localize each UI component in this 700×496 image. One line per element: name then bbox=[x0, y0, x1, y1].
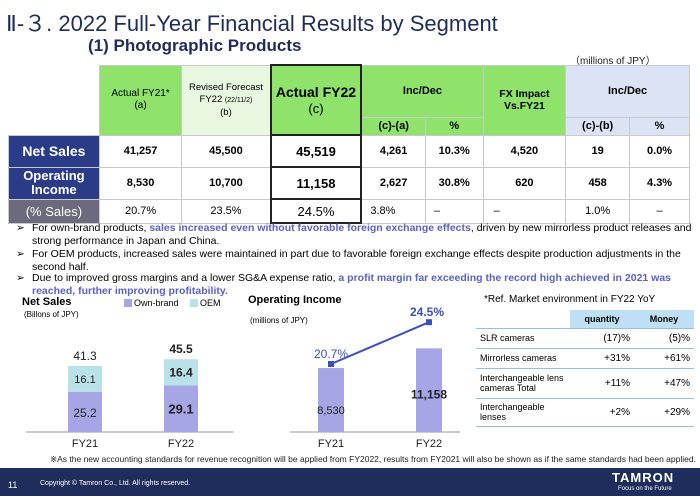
net-sales-unit: (Billons of JPY) bbox=[24, 310, 79, 319]
market-table: quantity Money SLR cameras (17)% (5)% Mi… bbox=[476, 310, 694, 427]
page-title: Ⅱ-３. 2022 Full-Year Financial Results by… bbox=[6, 11, 498, 36]
table-row-pct-sales: (% Sales) 20.7% 23.5% 24.5% 3.8% – – 1.0… bbox=[8, 198, 690, 224]
label-own-FY21: 25.2 bbox=[73, 406, 97, 420]
units-note: （millions of JPY） bbox=[570, 56, 656, 67]
margin-label-FY22: 24.5% bbox=[410, 305, 444, 319]
op-income-chart: 8,530 FY21 11,158 FY22 20.7% 24.5% bbox=[290, 305, 460, 450]
label-op-FY22: 11,158 bbox=[411, 387, 447, 401]
tamron-logo: TAMRON bbox=[612, 470, 675, 485]
xtick-FY22: FY22 bbox=[168, 438, 194, 450]
label-total-FY21: 41.3 bbox=[73, 349, 97, 363]
footer-bar bbox=[0, 468, 700, 496]
xtick-op-FY21: FY21 bbox=[318, 438, 344, 450]
header-fx-impact: FX Impact Vs.FY21 bbox=[482, 64, 567, 136]
bullet-2: ➢ For OEM products, increased sales were… bbox=[16, 248, 681, 273]
market-title: *Ref. Market environment in FY22 YoY bbox=[484, 294, 656, 305]
table-row-net-sales: Net Sales 41,257 45,500 45,519 4,261 10.… bbox=[8, 134, 690, 168]
table-row-operating-income: Operating Income 8,530 10,700 11,158 2,6… bbox=[8, 166, 690, 200]
op-income-unit: (millions of JPY) bbox=[250, 316, 308, 325]
market-row: Interchangeable lenses +2% +29% bbox=[476, 398, 694, 427]
page-subtitle: (1) Photographic Products bbox=[88, 36, 302, 55]
legend-own-swatch bbox=[124, 299, 132, 307]
op-income-title: Operating Income bbox=[248, 294, 342, 306]
header-actual-fy21: Actual FY21* (a) bbox=[98, 64, 183, 136]
xtick-FY21: FY21 bbox=[72, 438, 98, 450]
margin-point-FY22 bbox=[426, 319, 432, 326]
label-oem-FY22: 16.4 bbox=[169, 365, 193, 379]
bar-op-FY21 bbox=[318, 368, 344, 432]
header-actual-fy22: Actual FY22 (c) bbox=[269, 64, 363, 136]
header-incdec-1: Inc/Dec bbox=[360, 64, 484, 118]
net-sales-title: Net Sales bbox=[22, 296, 72, 308]
net-sales-chart: 25.2 16.1 41.3 FY21 29.1 16.4 45.5 FY22 bbox=[26, 342, 234, 450]
header-incdec-2: Inc/Dec bbox=[565, 64, 690, 118]
tamron-tagline: Focus on the Future bbox=[618, 486, 672, 492]
market-row: Mirrorless cameras +31% +61% bbox=[476, 348, 694, 369]
label-op-FY21: 8,530 bbox=[317, 405, 345, 417]
legend-oem-label: OEM bbox=[200, 298, 221, 308]
label-own-FY22: 29.1 bbox=[168, 402, 193, 417]
bullet-1: ➢ For own-brand products, sales increase… bbox=[16, 222, 692, 247]
page-number: 11 bbox=[8, 480, 18, 490]
bullet-3: ➢ Due to improved gross margins and a lo… bbox=[16, 272, 672, 297]
market-row: SLR cameras (17)% (5)% bbox=[476, 328, 694, 349]
margin-point-FY21 bbox=[328, 361, 334, 367]
market-row: Interchangeable lens cameras Total +11% … bbox=[476, 368, 694, 399]
bar-op-FY22 bbox=[416, 348, 442, 432]
bar-own-FY21 bbox=[68, 391, 102, 432]
bar-oem-FY21 bbox=[68, 365, 102, 392]
header-forecast: Revised Forecast FY22 (22/11/2) (b) bbox=[181, 64, 272, 136]
bar-oem-FY22 bbox=[164, 359, 198, 386]
margin-line bbox=[330, 321, 430, 365]
copyright: Copyright © Tamron Co., Ltd. All rights … bbox=[40, 480, 191, 487]
footnote: ※As the new accounting standards for rev… bbox=[50, 454, 696, 464]
label-oem-FY21: 16.1 bbox=[74, 374, 95, 386]
legend-own-label: Own-brand bbox=[134, 298, 179, 308]
label-total-FY22: 45.5 bbox=[169, 342, 193, 356]
bar-own-FY22 bbox=[164, 385, 198, 432]
xtick-op-FY22: FY22 bbox=[416, 438, 442, 450]
results-table: Actual FY21* (a) Revised Forecast FY22 (… bbox=[8, 64, 690, 224]
margin-label-FY21: 20.7% bbox=[314, 347, 348, 361]
legend-oem-swatch bbox=[190, 299, 198, 307]
